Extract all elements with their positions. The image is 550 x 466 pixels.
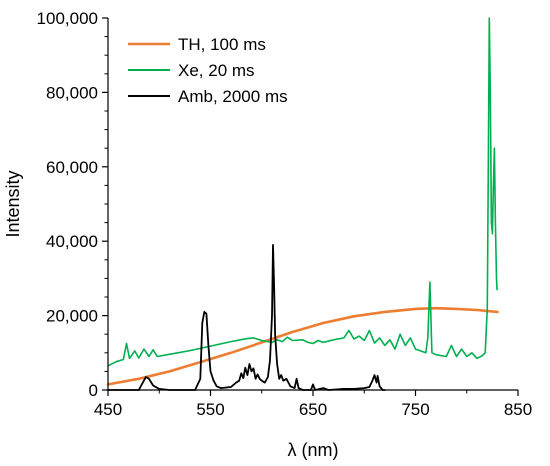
y-axis-title: Intensity — [3, 170, 23, 237]
series-line-th — [106, 306, 499, 386]
y-tick-label: 100,000 — [37, 9, 98, 28]
legend-label-th: TH, 100 ms — [178, 35, 266, 54]
x-axis-title: λ (nm) — [288, 440, 339, 460]
legend-label-amb: Amb, 2000 ms — [178, 87, 288, 106]
x-tick-label: 550 — [196, 400, 224, 419]
x-tick-label: 450 — [94, 400, 122, 419]
y-tick-label: 20,000 — [46, 307, 98, 326]
legend: TH, 100 ms Xe, 20 ms Amb, 2000 ms — [128, 35, 288, 106]
tick-labels: 0 20,000 40,000 60,000 80,000 100,000 450 550 65… — [37, 9, 533, 419]
x-tick-label: 850 — [504, 400, 532, 419]
axes — [107, 18, 518, 391]
y-tick-label: 0 — [89, 381, 98, 400]
legend-label-xe: Xe, 20 ms — [178, 61, 255, 80]
y-tick-label: 80,000 — [46, 83, 98, 102]
y-tick-label: 40,000 — [46, 232, 98, 251]
series-line-xe — [107, 17, 498, 367]
x-tick-label: 750 — [401, 400, 429, 419]
y-tick-label: 60,000 — [46, 158, 98, 177]
tick-marks — [102, 17, 519, 396]
x-tick-label: 650 — [299, 400, 327, 419]
plot-lines — [106, 17, 499, 391]
